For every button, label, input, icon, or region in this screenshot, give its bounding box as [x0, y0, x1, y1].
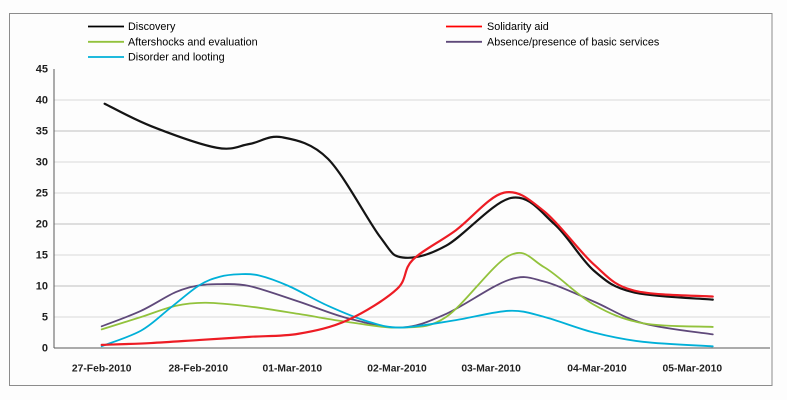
svg-text:03-Mar-2010: 03-Mar-2010: [461, 364, 521, 375]
svg-text:Disorder and looting: Disorder and looting: [128, 52, 225, 64]
svg-text:0: 0: [42, 343, 48, 355]
svg-text:15: 15: [36, 250, 48, 262]
svg-text:Absence/presence of basic serv: Absence/presence of basic services: [487, 36, 660, 48]
svg-text:45: 45: [36, 64, 48, 76]
svg-text:Solidarity aid: Solidarity aid: [487, 21, 549, 33]
svg-text:28-Feb-2010: 28-Feb-2010: [169, 364, 229, 375]
svg-text:25: 25: [36, 188, 48, 200]
svg-text:35: 35: [36, 126, 48, 138]
svg-text:02-Mar-2010: 02-Mar-2010: [367, 364, 427, 375]
svg-text:30: 30: [36, 157, 48, 169]
svg-text:05-Mar-2010: 05-Mar-2010: [663, 364, 723, 375]
svg-text:10: 10: [36, 281, 48, 293]
svg-text:Aftershocks and evaluation: Aftershocks and evaluation: [128, 36, 258, 48]
svg-text:20: 20: [36, 219, 48, 231]
svg-text:40: 40: [36, 95, 48, 107]
svg-text:5: 5: [42, 312, 48, 324]
svg-text:27-Feb-2010: 27-Feb-2010: [72, 364, 132, 375]
svg-text:01-Mar-2010: 01-Mar-2010: [263, 364, 323, 375]
svg-text:04-Mar-2010: 04-Mar-2010: [567, 364, 627, 375]
svg-text:Discovery: Discovery: [128, 21, 176, 33]
